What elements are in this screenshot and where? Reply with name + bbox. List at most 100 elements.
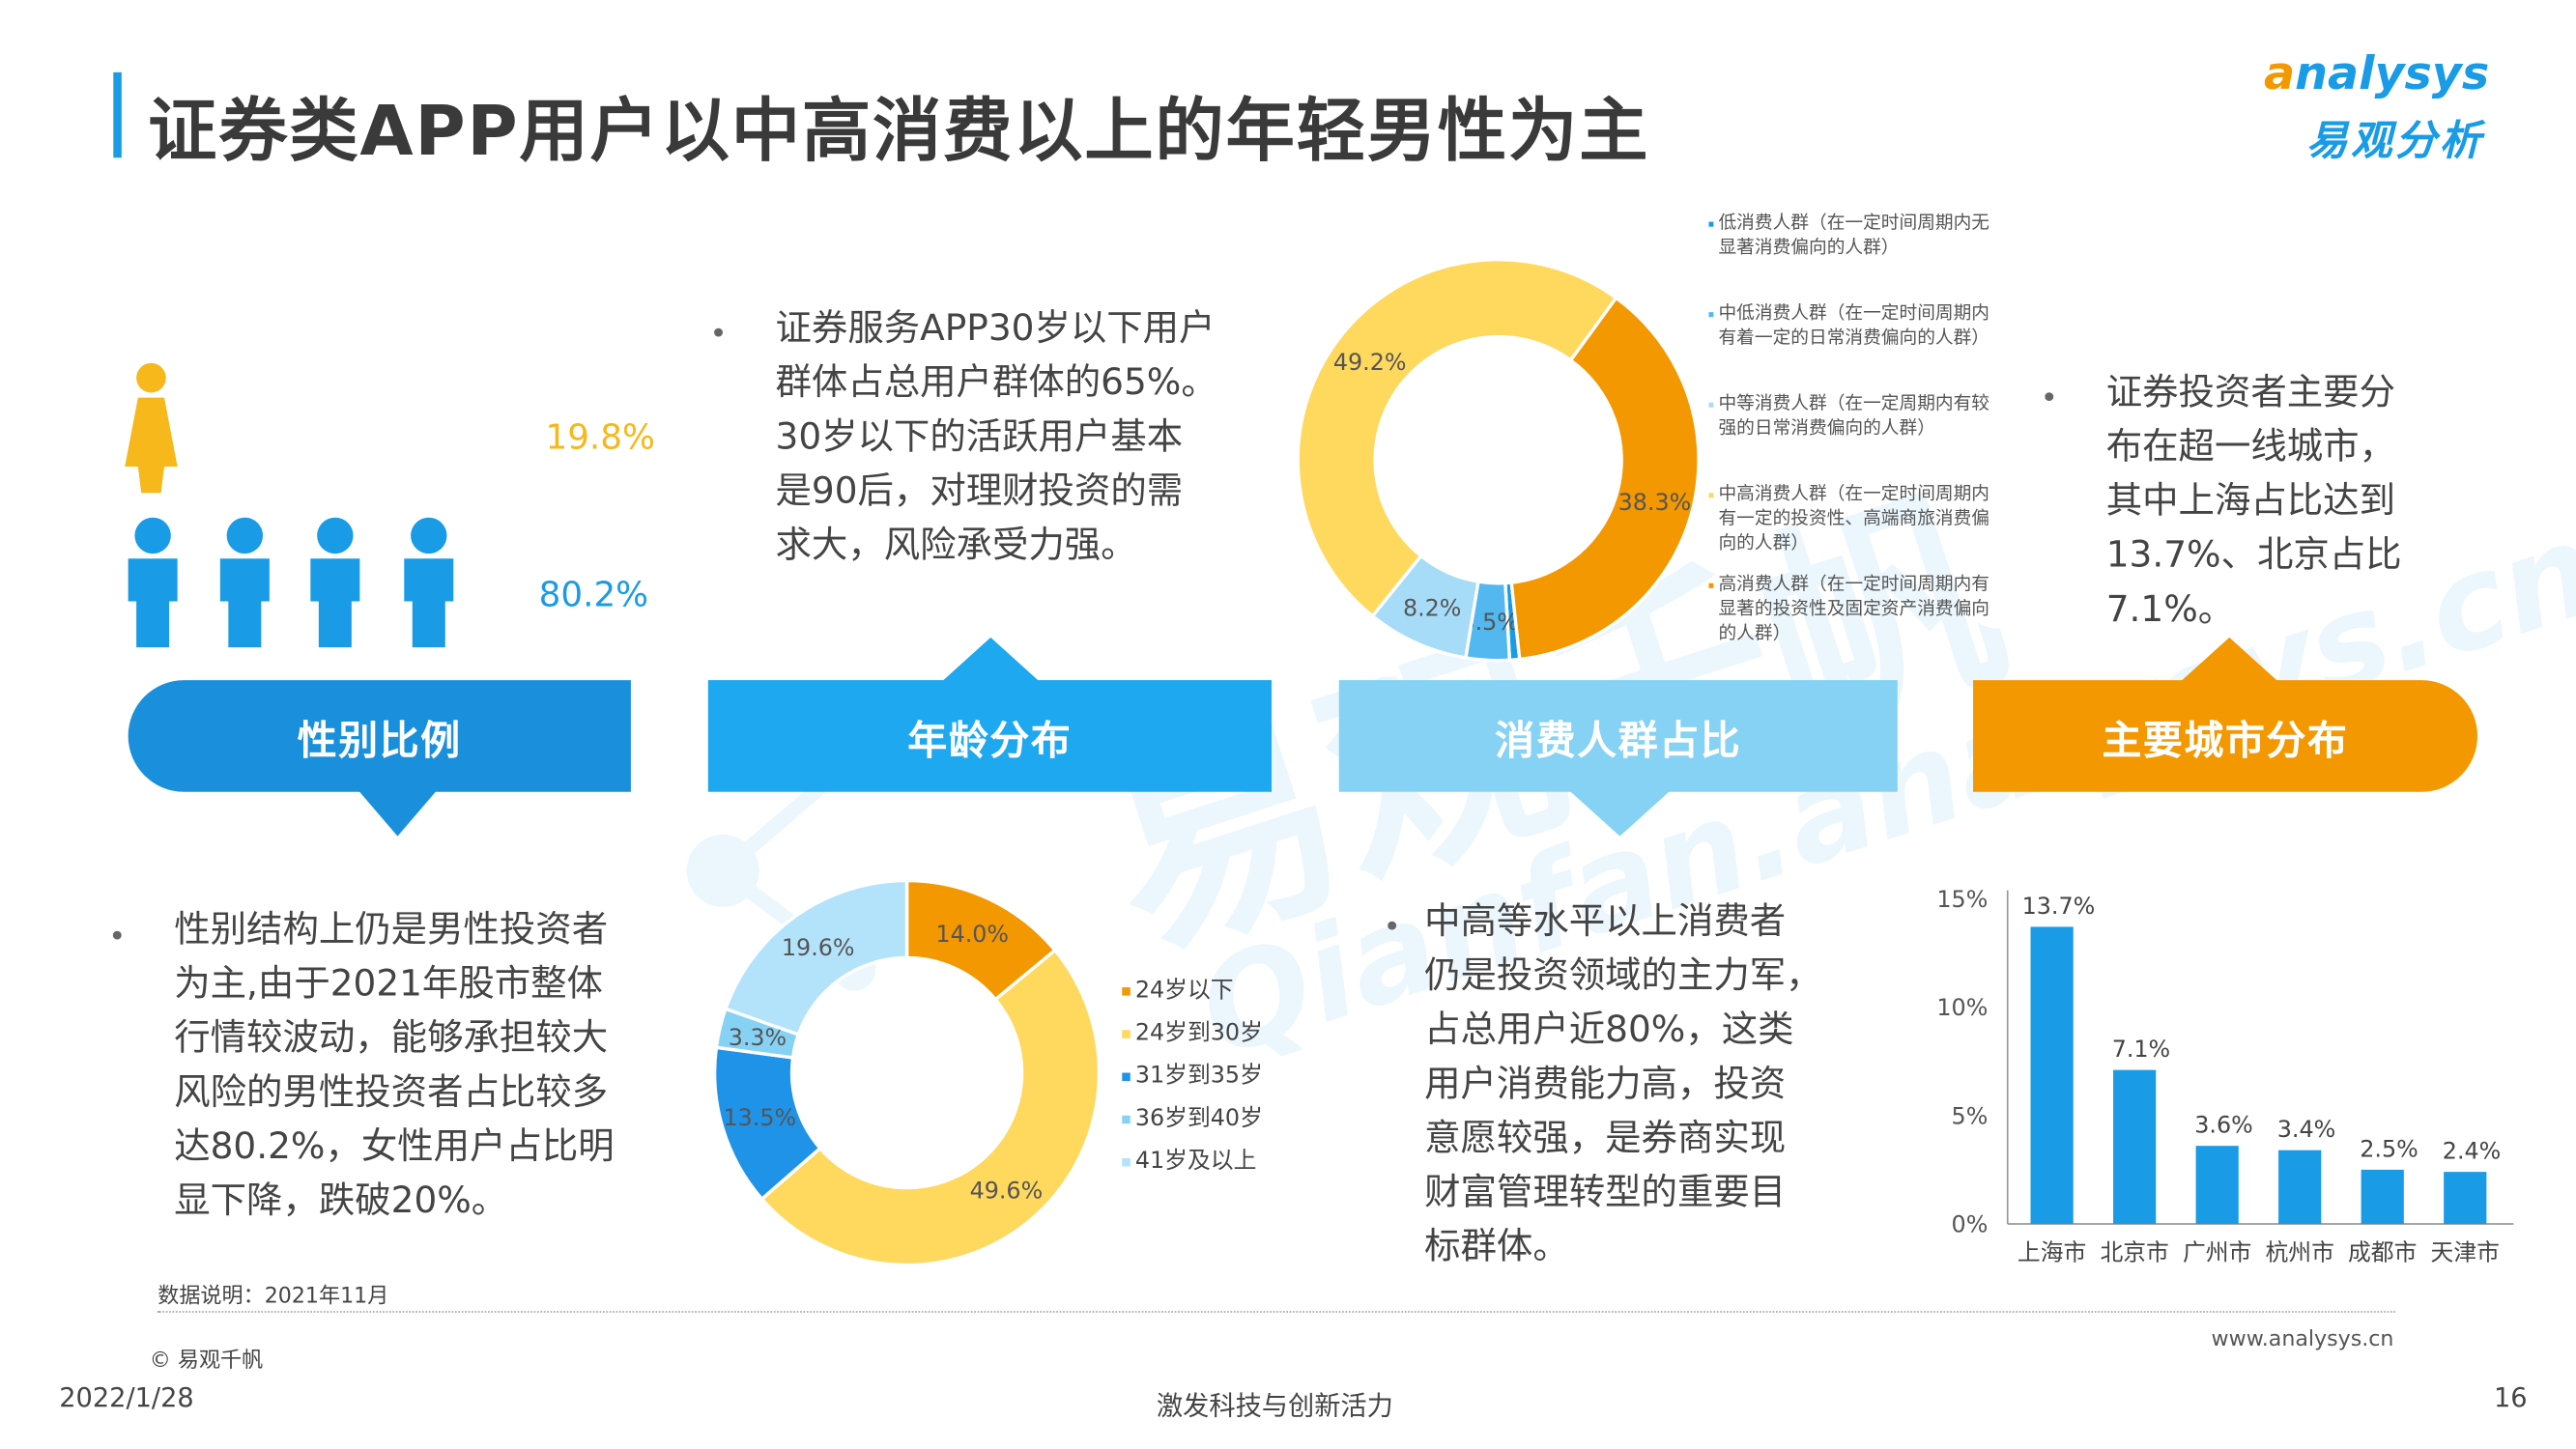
x-tick-label: 广州市 <box>2183 1238 2251 1265</box>
bar-value-label: 13.7% <box>2022 893 2096 920</box>
legend-swatch <box>1708 311 1714 317</box>
x-tick-label: 上海市 <box>2018 1238 2086 1265</box>
bar <box>2361 1169 2404 1225</box>
gender-banner: 性别比例 <box>128 680 631 792</box>
gender-banner-pointer <box>358 790 438 837</box>
legend-label: 24岁以下 <box>1134 977 1234 1005</box>
legend-swatch <box>1122 1029 1131 1037</box>
legend-label: 24岁到30岁 <box>1134 1020 1263 1047</box>
copyright: © 易观千帆 <box>149 1349 264 1374</box>
legend-label: 有一定的投资性、高端商旅消费偏 <box>1718 507 1990 529</box>
gender-banner-label: 性别比例 <box>297 717 462 763</box>
bar <box>2030 926 2074 1225</box>
consumption-text-line: 仍是投资领域的主力军， <box>1424 955 1822 998</box>
age-text-line: 证券服务APP30岁以下用户 <box>775 308 1216 351</box>
age-banner: 年龄分布 <box>707 680 1273 792</box>
legend-label: 强的日常消费偏向的人群） <box>1718 416 1935 440</box>
legend-item: 低消费人群（在一定时间周期内无 显著消费偏向的人群） <box>1708 211 1989 260</box>
legend-swatch <box>1122 986 1131 995</box>
donut-slice-label: 13.5% <box>724 1104 797 1131</box>
bar-value-label: 2.5% <box>2360 1135 2418 1162</box>
donut-slice <box>1298 259 1618 619</box>
city-text-line: 13.7%、北京占比 <box>2105 535 2402 577</box>
donut-slice <box>723 880 909 1037</box>
age-banner-label: 年龄分布 <box>907 717 1073 763</box>
x-tick-label: 杭州市 <box>2266 1238 2334 1265</box>
consumption-banner-label: 消费人群占比 <box>1495 717 1742 763</box>
male-icon <box>219 517 270 648</box>
male-icon <box>128 517 178 648</box>
city-banner: 主要城市分布 <box>1973 680 2477 792</box>
consumption-text-line: 中高等水平以上消费者 <box>1424 901 1787 944</box>
legend-item: 36岁到40岁 <box>1122 1100 1263 1143</box>
female-icon <box>125 362 178 494</box>
city-text-line: 7.1%。 <box>2105 589 2235 632</box>
legend-item: 31岁到35岁 <box>1122 1058 1263 1100</box>
consumption-donut-chart: 3.5%8.2%49.2%38.3% <box>1298 259 1701 663</box>
legend-swatch <box>1708 401 1714 407</box>
page-number: 16 <box>2493 1381 2528 1413</box>
consumption-text-line: 标群体。 <box>1424 1227 1569 1268</box>
brand-logo-rest: nalysys <box>2295 45 2490 100</box>
female-pct: 19.8% <box>545 416 655 457</box>
city-bar-chart: 0% 5% 10% 15% 13.7% 上海市 7.1% 北京市 3.6% 广州市 3.4% 杭州市 2… <box>1936 886 2514 1265</box>
gender-bullet: • <box>108 920 127 955</box>
consumption-banner-pointer <box>1568 790 1672 837</box>
consumption-text-line: 用户消费能力高，投资 <box>1424 1065 1787 1106</box>
donut-slice <box>759 948 1102 1267</box>
legend-label: 显著的投资性及固定资产消费偏向 <box>1718 598 1990 620</box>
legend-label: 显著消费偏向的人群） <box>1718 236 1900 259</box>
legend-swatch <box>1122 1114 1131 1123</box>
gender-text-line: 性别结构上仍是男性投资者 <box>174 910 609 952</box>
city-text-line: 布在超一线城市， <box>2105 427 2396 469</box>
donut-slice-label: 49.6% <box>970 1177 1044 1204</box>
gender-text-line: 达80.2%，女性用户占比明 <box>174 1126 615 1169</box>
title-accent-bar <box>113 71 122 158</box>
page-title: 证券类APP用户以中高消费以上的年轻男性为主 <box>148 90 1650 171</box>
donut-slice <box>1509 295 1701 662</box>
legend-swatch <box>1122 1157 1131 1166</box>
bar <box>2195 1146 2239 1225</box>
y-tick-label: 0% <box>1952 1211 1989 1238</box>
bar-value-label: 7.1% <box>2112 1036 2170 1063</box>
age-text-line: 是90后，对理财投资的需 <box>775 471 1184 513</box>
city-banner-label: 主要城市分布 <box>2102 717 2349 763</box>
age-text: 证券服务APP30岁以下用户 群体占总用户群体的65%。 30岁以下的活跃用户基本是… <box>776 302 1217 574</box>
bar <box>2278 1150 2322 1225</box>
legend-label: 41岁及以上 <box>1134 1148 1257 1175</box>
legend-label: 的人群） <box>1718 622 1791 644</box>
gender-text-line: 为主,由于2021年股市整体 <box>174 964 603 1006</box>
legend-swatch <box>1708 492 1714 497</box>
brand-logo-lead: a <box>2263 45 2296 100</box>
data-note: 数据说明：2021年11月 <box>157 1284 389 1310</box>
brand-logo: analysys <box>2264 46 2489 100</box>
age-donut-chart: 14.0%49.6%13.5%3.3%19.6% <box>714 880 1102 1267</box>
gender-text: 性别结构上仍是男性投资者 为主,由于2021年股市整体 行情较波动，能够承担较大 风险… <box>174 903 614 1229</box>
age-text-line: 求大，风险承受力强。 <box>775 526 1137 567</box>
consumption-text: 中高等水平以上消费者 仍是投资领域的主力军， 占总用户近80%，这类 用户消费能力高，… <box>1424 895 1821 1275</box>
bar <box>2444 1172 2487 1225</box>
footer-divider <box>157 1311 2395 1313</box>
legend-item: 中高消费人群（在一定时间周期内 有一定的投资性、高端商旅消费偏 向的人群） <box>1708 481 1989 555</box>
donut-slice-label: 19.6% <box>782 934 855 961</box>
footer-slogan: 激发科技与创新活力 <box>1156 1389 1393 1422</box>
y-tick-label: 10% <box>1936 994 1988 1021</box>
legend-label: 向的人群） <box>1718 532 1809 554</box>
gender-text-line: 显下降，跌破20%。 <box>174 1180 508 1223</box>
legend-label: 中高消费人群（在一定时间周期内 <box>1708 481 1989 506</box>
x-tick-label: 天津市 <box>2431 1238 2500 1265</box>
age-legend: 24岁以下 24岁到30岁 31岁到35岁 36岁到40岁 41岁及以上 <box>1122 973 1263 1186</box>
bar-value-label: 3.6% <box>2194 1112 2252 1139</box>
y-tick-label: 5% <box>1952 1102 1989 1129</box>
legend-label: 低消费人群（在一定时间周期内无 <box>1708 211 1989 236</box>
city-text-line: 其中上海占比达到 <box>2105 481 2396 523</box>
consumption-text-line: 财富管理转型的重要目 <box>1424 1173 1787 1214</box>
bar-value-label: 2.4% <box>2443 1138 2501 1165</box>
male-pct: 80.2% <box>538 575 649 615</box>
website-link[interactable]: www.analysys.cn <box>2211 1327 2394 1352</box>
legend-swatch <box>1708 582 1714 587</box>
legend-item: 41岁及以上 <box>1122 1144 1263 1186</box>
legend-label: 中低消费人群（在一定时间周期内 <box>1708 300 1989 326</box>
